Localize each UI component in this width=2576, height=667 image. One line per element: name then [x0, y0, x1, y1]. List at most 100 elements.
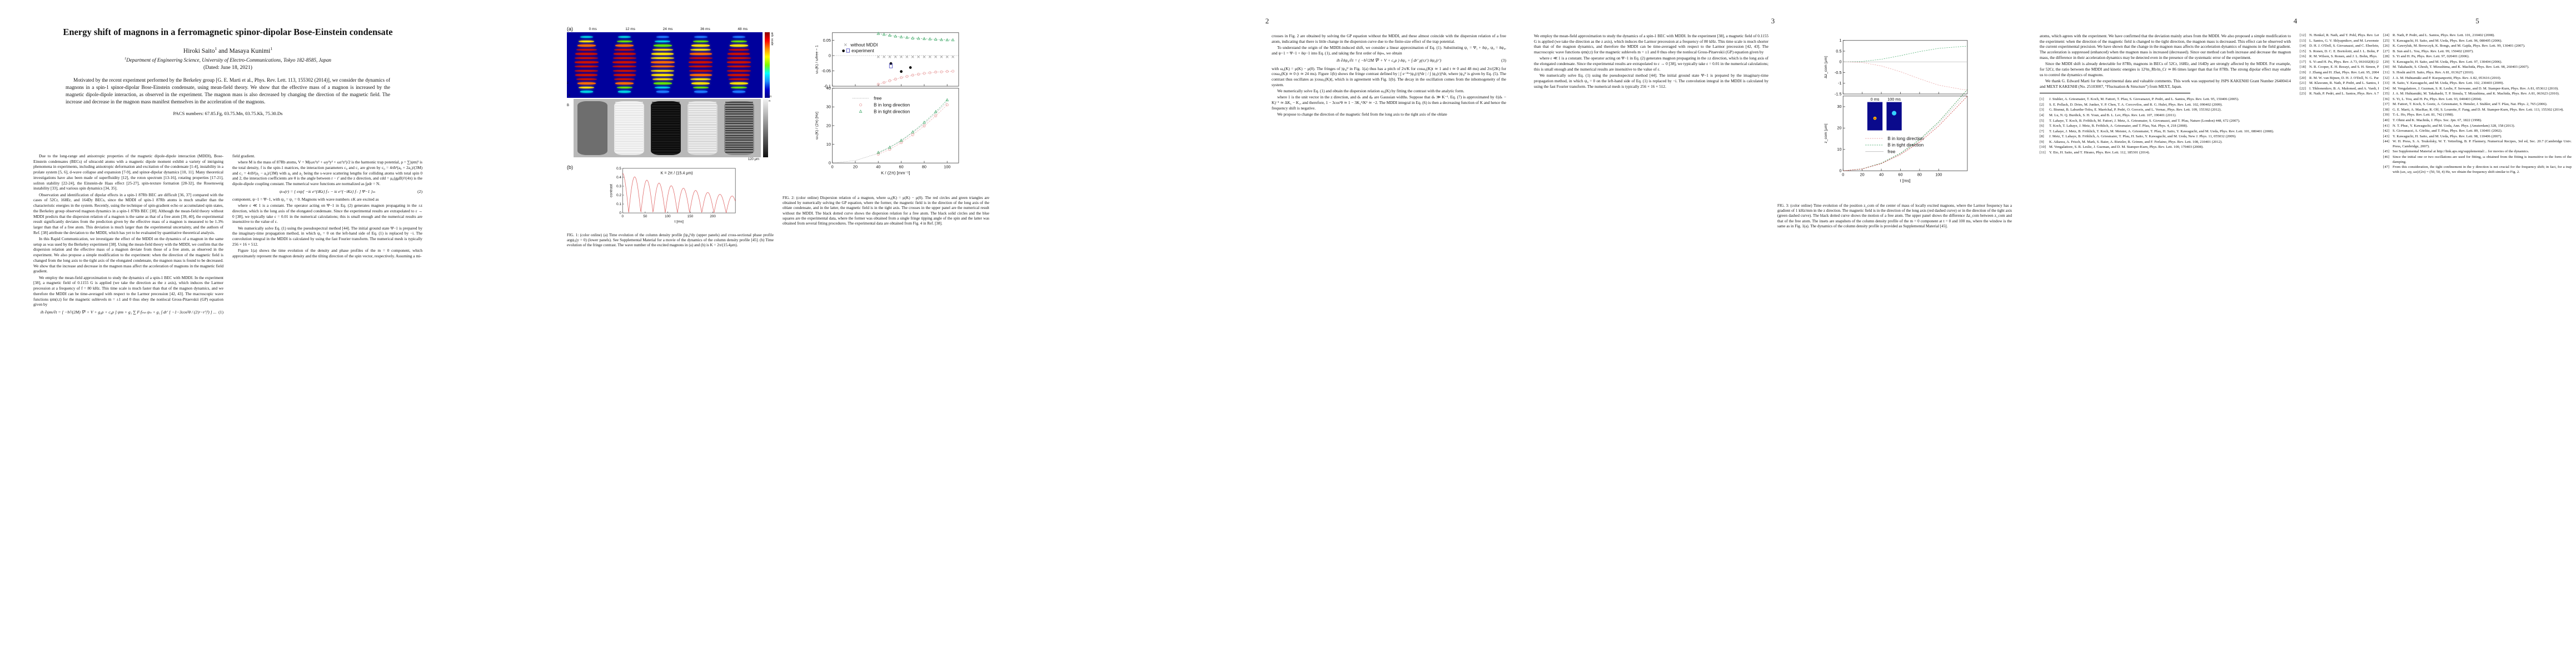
density-fringe: [576, 78, 597, 81]
marker-x: [945, 55, 949, 58]
reference-number: [19]: [2300, 70, 2306, 74]
reference-item: [17] S. Yi and H. Pu, Phys. Rev. A 73, 06…: [2300, 60, 2551, 65]
reference-text: R. Nath, P. Pedri, and L. Santos, Phys. …: [2309, 92, 2405, 96]
panel-top-frame: [832, 32, 959, 87]
phase-fringe: [615, 104, 643, 106]
reference-text: B. Sun and L. You, Phys. Rev. Lett. 99, …: [2393, 49, 2474, 53]
density-fringe: [692, 86, 709, 89]
reference-number: [22]: [2300, 86, 2306, 91]
marker-triangle: [882, 32, 886, 36]
reference-number: [40]: [2383, 118, 2389, 122]
density-fringe: [574, 61, 599, 63]
marker-circle: [934, 115, 938, 118]
density-fringe: [728, 53, 750, 55]
density-fringe: [618, 91, 631, 93]
phase-fringe: [689, 130, 716, 132]
reference-number: [2]: [2040, 102, 2044, 107]
reference-number: [27]: [2383, 49, 2389, 53]
phase-fringe: [725, 130, 753, 132]
phase-fringe: [725, 104, 753, 106]
reference-item: [29] Y. Kawaguchi, H. Saito, and M. Ueda,…: [2383, 60, 2572, 65]
density-fringe: [615, 82, 634, 84]
tick-label: 40: [1879, 172, 1884, 177]
phase-fringe: [652, 108, 680, 110]
density-fringe: [731, 40, 747, 43]
magnon-blob: [1892, 111, 1897, 116]
phase-fringe: [615, 125, 643, 127]
reference-number: [15]: [2300, 49, 2306, 53]
paragraph: Since the MDDI shift is already detectab…: [2040, 61, 2291, 77]
density-fringe: [577, 82, 596, 84]
phase-fringe: [689, 111, 716, 113]
reference-number: [8]: [2040, 135, 2044, 139]
phase-fringe: [725, 149, 753, 151]
page-3-column-2: crosses in Fig. 2 are obtained by solvin…: [1272, 33, 1506, 656]
reference-number: [10]: [2040, 145, 2046, 150]
density-blob: [725, 36, 753, 94]
reference-item: [28] S. Yi and H. Pu, Phys. Rev. Lett. 97…: [2383, 54, 2572, 59]
page-number-4: 4: [2293, 17, 2298, 25]
density-fringe: [578, 40, 595, 43]
marker-x: [888, 55, 891, 58]
reference-text: K. Aikawa, A. Frisch, M. Mark, S. Baier,…: [2049, 140, 2223, 144]
marker-x: [934, 55, 937, 58]
series-line: [878, 99, 948, 153]
reference-number: [32]: [2383, 76, 2389, 80]
density-fringe: [580, 91, 593, 93]
tick-label: 100 ms: [1887, 97, 1901, 102]
marker-triangle: [928, 37, 932, 41]
density-fringe: [689, 66, 713, 68]
reference-number: [42]: [2383, 129, 2389, 133]
tick-label: 40: [876, 164, 880, 169]
reference-item: [43] Y. Kawaguchi, H. Saito, and M. Ueda,…: [2383, 135, 2572, 140]
tick-label: 30: [1837, 104, 1841, 109]
paragraph: where ε ≪ 1 is a constant. The operator …: [1534, 56, 1768, 72]
reference-item: [21] M. Klawunn, R. Nath, P. Pedri, and L…: [2300, 81, 2551, 86]
series-line: [1843, 96, 1968, 171]
tick-label: 10: [826, 142, 831, 147]
panel-bottom-frame: [1842, 96, 1968, 171]
reference-text: M. Takahashi, S. Ghosh, T. Mizushima, an…: [2393, 65, 2529, 69]
tick-label: -1.5: [1835, 91, 1842, 96]
time-label: 24 ms: [662, 27, 673, 32]
density-fringe: [575, 74, 598, 76]
equation-2: ψₘ(r) = { exp[ −iϵ e^{iKz} f₊ − iϵ e^{−i…: [232, 189, 422, 195]
phase-fringe: [725, 127, 753, 129]
reference-text: Y. Eto, H. Saito, and T. Hirano, Phys. R…: [2049, 150, 2150, 155]
phase-fringe: [652, 130, 680, 132]
phase-fringe: [725, 125, 753, 127]
figure-1-gray-colorbar: [763, 99, 768, 157]
density-fringe: [614, 48, 635, 51]
rainbow-gradient: [764, 32, 770, 98]
phase-fringe: [689, 116, 716, 117]
reference-number: [25]: [2383, 38, 2389, 43]
marker-circle: [923, 72, 926, 75]
phase-fringe: [615, 151, 643, 153]
tick-label: 20: [1837, 126, 1841, 131]
paragraph: We thank G. Edward Marti for the experim…: [2040, 78, 2291, 89]
affiliation: 1Department of Engineering Science, Univ…: [36, 57, 420, 64]
tick-label: 0.1: [616, 202, 621, 206]
density-fringe: [691, 44, 710, 47]
paragraph: where 1 is the unit vector in the z dire…: [1272, 94, 1506, 111]
reference-text: J. A. M. Huhtamäki and P. Kuopanportti, …: [2393, 76, 2502, 80]
tick-label: B in tight direction: [1887, 143, 1924, 148]
reference-item: [46] Since the initial one or two oscilla…: [2383, 155, 2572, 165]
tick-label: 30: [826, 104, 831, 109]
phase-fringe: [615, 147, 643, 148]
marker-triangle: [940, 38, 943, 41]
marker-filled-circle: [909, 66, 912, 69]
page-6-columns: [24] R. Nath, P. Pedri, and L. Santos, Ph…: [2379, 33, 2576, 656]
density-fringe: [652, 48, 673, 51]
density-fringe: [655, 40, 671, 43]
density-fringe: [616, 40, 632, 43]
density-fringe: [689, 53, 712, 55]
contrast-curve: [622, 173, 736, 213]
tick-label: z_com [μm]: [1824, 123, 1828, 143]
phase-blob: [687, 101, 718, 155]
gray-bottom-label: -π: [769, 95, 772, 98]
phase-fringe: [615, 106, 643, 108]
marker-triangle: [911, 36, 915, 39]
reference-number: [35]: [2383, 92, 2389, 96]
affiliation-sup: 1: [124, 57, 127, 61]
